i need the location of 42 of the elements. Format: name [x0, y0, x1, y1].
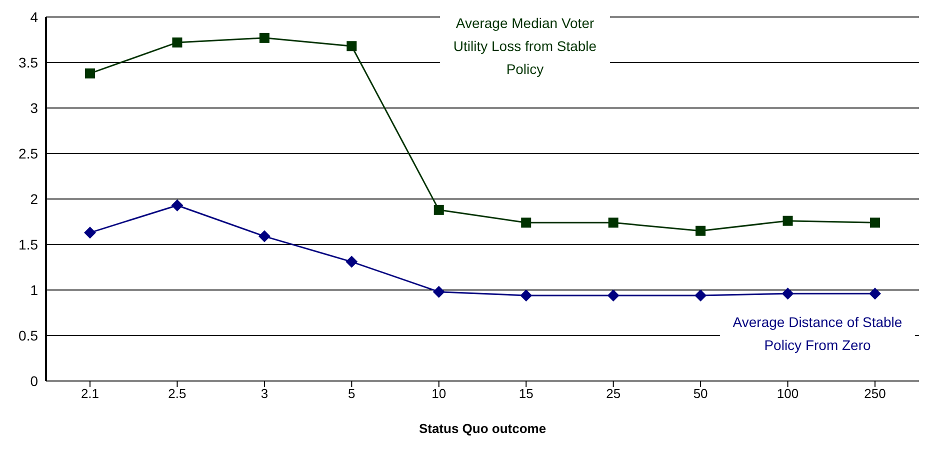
x-tick-label: 50: [693, 386, 708, 402]
point: [696, 226, 706, 236]
point: [346, 41, 357, 52]
point: [521, 218, 532, 228]
point: [782, 216, 793, 226]
point: [432, 286, 445, 298]
point: [346, 256, 358, 268]
point: [434, 204, 444, 215]
x-tick-label: 15: [518, 386, 534, 402]
x-tick-label: 250: [864, 386, 886, 402]
point: [172, 37, 182, 48]
y-tick-label: 3.5: [18, 54, 38, 70]
point: [520, 289, 532, 302]
point: [259, 32, 270, 43]
x-tick-label: 5: [348, 386, 356, 402]
point: [694, 289, 707, 302]
x-axis-title: Status Quo outcome: [418, 421, 546, 436]
point: [85, 68, 95, 78]
x-tick-label: 100: [776, 386, 799, 402]
y-tick-label: 0.5: [18, 327, 38, 344]
text: Average Median Voter Utility Loss from Stable Policy: [440, 12, 610, 81]
point: [258, 230, 270, 242]
point: [869, 288, 881, 300]
point: [84, 226, 96, 239]
y-tick-label: 1.5: [18, 236, 38, 252]
y-tick-label: 2: [30, 190, 38, 207]
point: [607, 289, 620, 302]
y-tick-label: 4: [30, 8, 38, 25]
y-tick-label: 2.5: [18, 145, 38, 162]
point: [608, 218, 618, 228]
point: [870, 218, 880, 228]
point: [171, 199, 184, 212]
y-tick-label: 0: [30, 372, 38, 389]
x-tick-label: 2.5: [168, 386, 186, 402]
series-label: Average Distance of Stable Policy From Zero: [720, 311, 915, 357]
x-tick-label: 25: [606, 386, 621, 402]
y-tick-label: 1: [30, 282, 38, 298]
point: [782, 288, 794, 300]
x-tick-label: 2.1: [80, 386, 100, 402]
x-tick-label: 3: [260, 386, 268, 402]
x-tick-label: 10: [432, 386, 446, 402]
y-tick-label: 3: [30, 100, 38, 116]
